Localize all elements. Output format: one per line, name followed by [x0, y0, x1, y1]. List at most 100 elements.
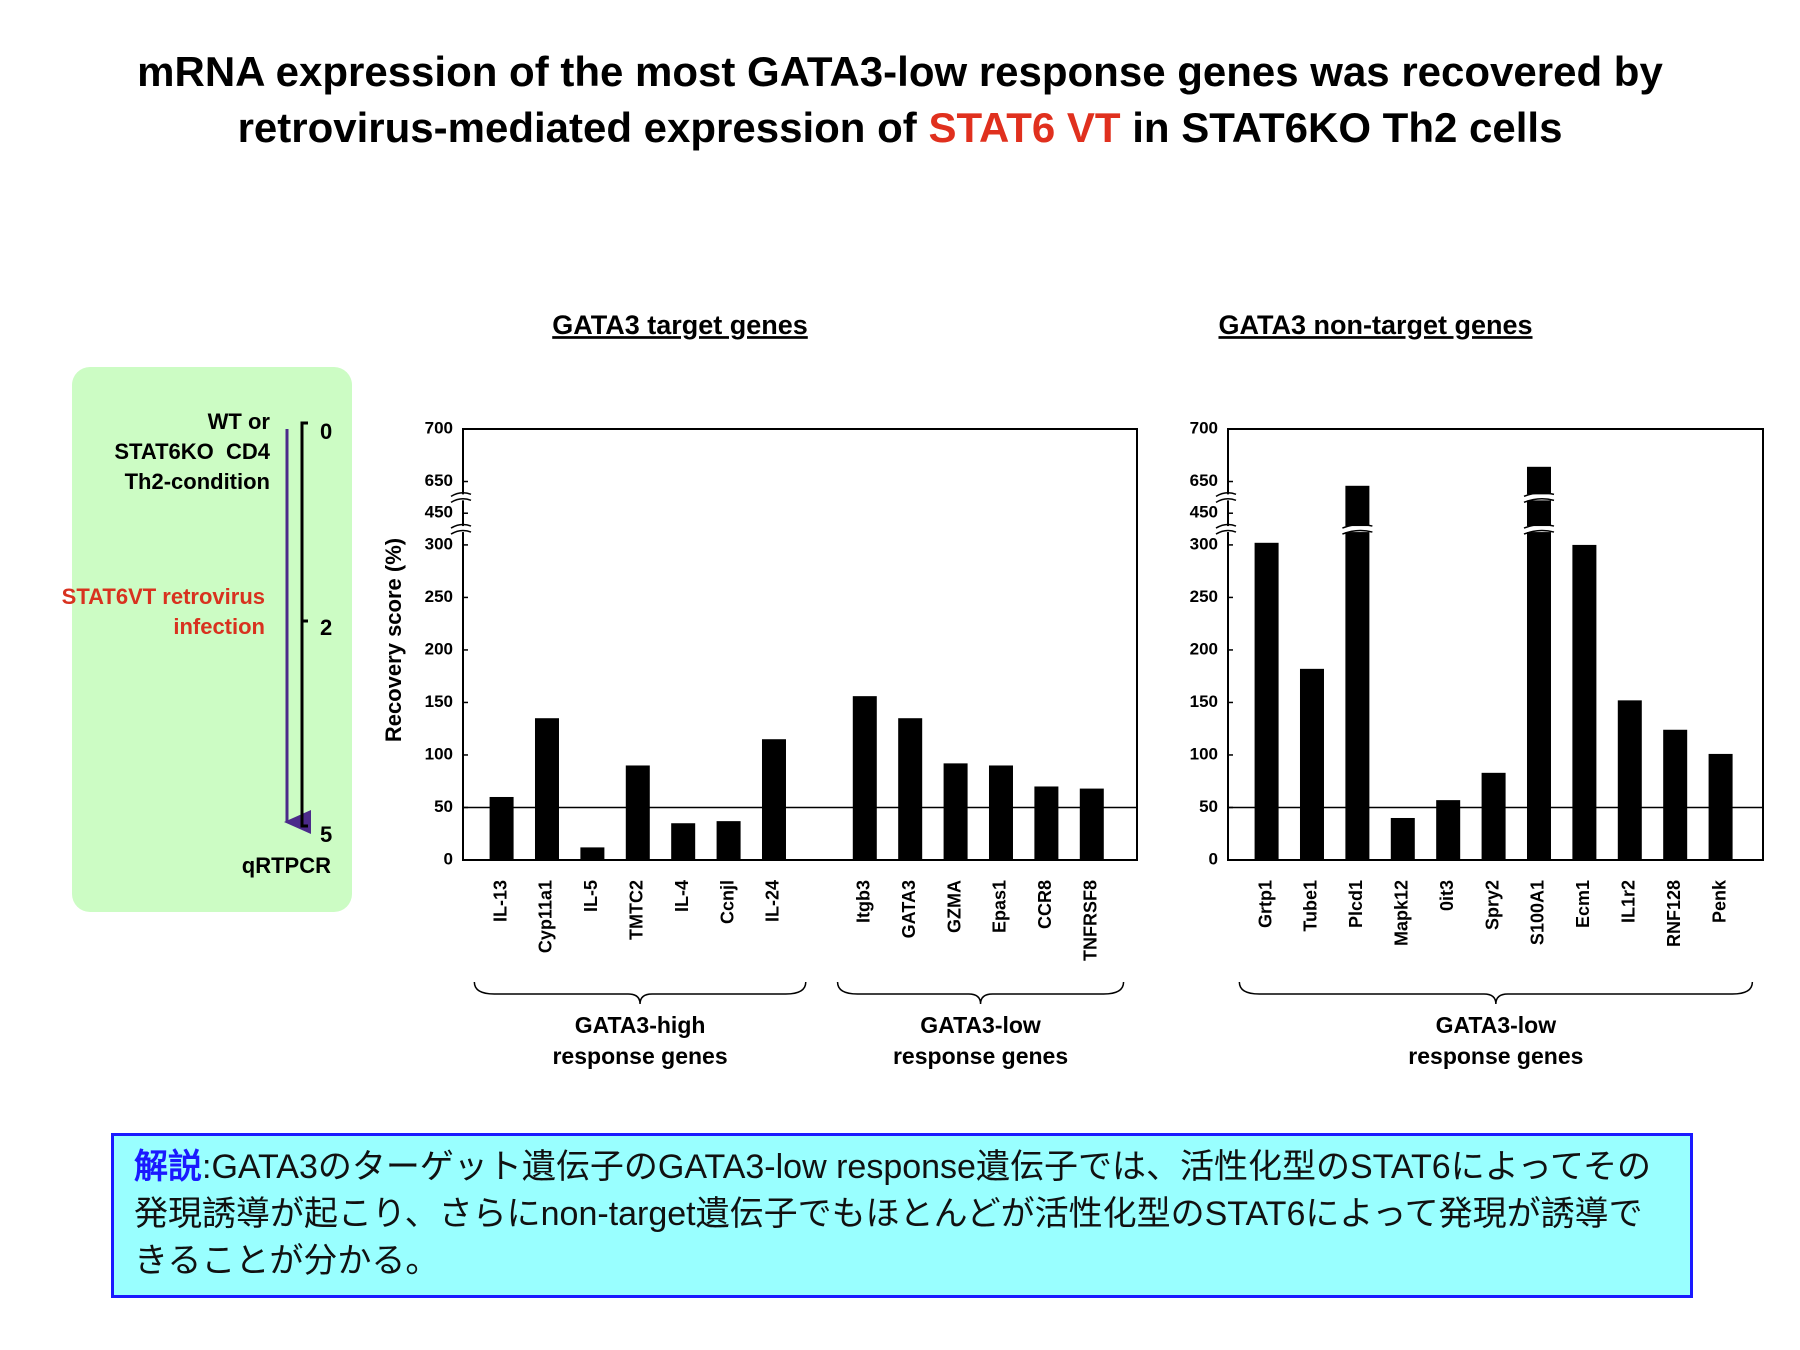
protocol-text: STAT6VT retrovirus — [62, 584, 265, 609]
y-tick-label: 650 — [1190, 471, 1218, 490]
bar — [580, 847, 605, 860]
protocol-text: Th2-condition — [125, 469, 270, 494]
protocol-text: qRTPCR — [242, 853, 331, 878]
y-tick-label: 300 — [1190, 534, 1218, 553]
axis-break-mark — [450, 529, 472, 535]
bar — [943, 763, 968, 860]
x-tick-label: IL-4 — [672, 880, 692, 912]
group-label: response genes — [1408, 1043, 1583, 1069]
y-axis-label: Recovery score (%) — [381, 538, 406, 742]
y-tick-label: 150 — [1190, 692, 1218, 711]
x-tick-label: Ccnjl — [717, 880, 737, 924]
y-tick-label: 300 — [425, 534, 453, 553]
bar — [1572, 544, 1597, 860]
axis-break-mark — [1215, 492, 1237, 498]
axis-break-mark — [1523, 523, 1555, 529]
y-tick-label: 450 — [1190, 503, 1218, 522]
x-tick-label: 0it3 — [1437, 880, 1457, 911]
x-tick-label: Penk — [1709, 879, 1729, 923]
group-label: response genes — [893, 1043, 1068, 1069]
x-tick-label: RNF128 — [1664, 880, 1684, 947]
x-tick-label: IL-13 — [490, 880, 510, 922]
x-tick-label: Tube1 — [1301, 880, 1321, 932]
note-text: :GATA3のターゲット遺伝子のGATA3-low response遺伝子では、… — [134, 1148, 1651, 1280]
y-tick-label: 0 — [444, 849, 453, 868]
x-tick-label: GZMA — [944, 880, 964, 933]
bar — [852, 696, 877, 860]
bar — [716, 821, 741, 860]
note-box: 解説:GATA3のターゲット遺伝子のGATA3-low response遺伝子で… — [111, 1133, 1693, 1298]
y-tick-label: 0 — [1209, 849, 1218, 868]
y-tick-label: 700 — [425, 418, 453, 437]
y-tick-label: 100 — [1190, 744, 1218, 763]
chart-title: GATA3 non-target genes — [1218, 310, 1532, 340]
bar — [1299, 668, 1324, 860]
x-tick-label: CCR8 — [1035, 880, 1055, 929]
x-tick-label: Mapk12 — [1392, 880, 1412, 946]
slide-title: mRNA expression of the most GATA3-low re… — [0, 44, 1800, 156]
bar — [1345, 485, 1370, 860]
x-tick-label: S100A1 — [1528, 880, 1548, 945]
axis-break-mark — [1215, 523, 1237, 529]
axis-break-mark — [1342, 523, 1373, 529]
bar — [1390, 817, 1415, 860]
title-text: in STAT6KO Th2 cells — [1120, 104, 1563, 151]
protocol-panel — [72, 367, 352, 912]
group-label: response genes — [552, 1043, 727, 1069]
group-label: GATA3-low — [1436, 1012, 1557, 1038]
day-label: 2 — [320, 615, 332, 640]
axis-break-gap — [1216, 494, 1236, 501]
note-label: 解説 — [134, 1148, 202, 1186]
title-text: retrovirus-mediated expression of — [237, 104, 929, 151]
axis-break-gap — [451, 494, 471, 501]
y-tick-label: 200 — [1190, 639, 1218, 658]
axis-break-mark — [1342, 529, 1373, 535]
bar — [625, 765, 650, 860]
bar — [898, 718, 923, 860]
chart-title: GATA3 target genes — [552, 310, 808, 340]
axis-break-mark — [1215, 529, 1237, 535]
y-tick-label: 100 — [425, 744, 453, 763]
y-tick-label: 200 — [425, 639, 453, 658]
protocol-text: WT or — [208, 409, 271, 434]
group-brace — [473, 981, 807, 1005]
bar — [988, 765, 1013, 860]
plot-frame — [462, 428, 1138, 861]
y-tick-label: 250 — [425, 587, 453, 606]
x-tick-label: IL1r2 — [1619, 880, 1639, 923]
group-label: GATA3-low — [920, 1012, 1041, 1038]
x-tick-label: IL-24 — [763, 880, 783, 922]
x-tick-label: IL-5 — [581, 880, 601, 912]
axis-break-mark — [1215, 498, 1237, 504]
axis-break-mark — [1523, 529, 1555, 535]
axis-break-mark — [1523, 492, 1555, 498]
axis-break-gap — [1523, 494, 1554, 501]
x-tick-label: GATA3 — [899, 880, 919, 938]
bar — [671, 823, 696, 860]
day-label: 0 — [320, 419, 332, 444]
bar — [1663, 729, 1688, 860]
timeline-bracket — [300, 421, 308, 828]
x-tick-label: Spry2 — [1482, 880, 1502, 930]
axis-break-gap — [1523, 526, 1554, 533]
title-text: mRNA expression of the most GATA3-low re… — [137, 48, 1663, 95]
day-label: 5 — [320, 822, 332, 847]
axis-break-mark — [450, 492, 472, 498]
x-tick-label: Ecm1 — [1573, 880, 1593, 928]
bar — [1481, 772, 1506, 860]
axis-break-mark — [1523, 498, 1555, 504]
title-highlight: STAT6 VT — [928, 104, 1121, 151]
bar — [1034, 786, 1059, 860]
axis-break-mark — [450, 498, 472, 504]
bar — [1617, 700, 1642, 860]
bar — [1254, 542, 1279, 860]
x-tick-label: Itgb3 — [854, 880, 874, 923]
protocol-text: STAT6KO CD4 — [114, 439, 270, 464]
axis-break-gap — [1342, 526, 1373, 533]
bar — [1079, 788, 1104, 860]
bar — [534, 718, 559, 860]
axis-break-mark — [450, 523, 472, 529]
bar — [761, 739, 786, 860]
